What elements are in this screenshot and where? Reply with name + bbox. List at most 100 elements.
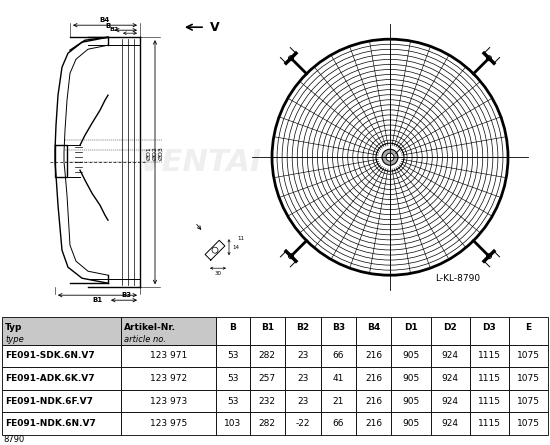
- Text: 14: 14: [232, 245, 239, 250]
- Text: 123 973: 123 973: [150, 396, 187, 405]
- Bar: [250, 390, 285, 413]
- Text: 924: 924: [442, 419, 459, 428]
- Text: B1: B1: [92, 297, 102, 303]
- Circle shape: [376, 143, 404, 171]
- Text: 257: 257: [259, 374, 276, 383]
- Bar: [121, 413, 216, 435]
- Text: 216: 216: [365, 419, 382, 428]
- Bar: [509, 316, 548, 344]
- Bar: [216, 316, 250, 344]
- Text: L-KL-8790: L-KL-8790: [435, 274, 480, 283]
- Text: B2: B2: [296, 323, 310, 332]
- Bar: [470, 316, 509, 344]
- Bar: [431, 367, 470, 390]
- Text: B3: B3: [332, 323, 345, 332]
- Bar: [509, 413, 548, 435]
- Text: ØD1: ØD1: [147, 146, 152, 160]
- Text: FE091-SDK.6N.V7: FE091-SDK.6N.V7: [5, 351, 95, 360]
- Text: 282: 282: [259, 419, 276, 428]
- Bar: [356, 413, 392, 435]
- Bar: [2, 390, 121, 413]
- Text: 216: 216: [365, 396, 382, 405]
- Text: B2: B2: [110, 27, 119, 32]
- Bar: [216, 344, 250, 367]
- Circle shape: [382, 149, 398, 165]
- Text: B4: B4: [100, 17, 110, 23]
- Bar: [431, 413, 470, 435]
- Text: 23: 23: [297, 396, 309, 405]
- Circle shape: [386, 153, 394, 161]
- Bar: [2, 367, 121, 390]
- Text: B: B: [106, 23, 111, 28]
- Bar: [250, 316, 285, 344]
- Text: 53: 53: [227, 396, 239, 405]
- Bar: [250, 344, 285, 367]
- Bar: [509, 344, 548, 367]
- Circle shape: [212, 247, 218, 253]
- Text: Typ: Typ: [5, 323, 23, 332]
- Bar: [285, 390, 321, 413]
- Bar: [285, 316, 321, 344]
- Bar: [250, 413, 285, 435]
- Text: 30: 30: [214, 271, 222, 276]
- Text: 23: 23: [297, 351, 309, 360]
- Text: VENTAI: VENTAI: [138, 148, 262, 177]
- Circle shape: [289, 254, 294, 259]
- Bar: [431, 344, 470, 367]
- Bar: [121, 344, 216, 367]
- Bar: [321, 316, 356, 344]
- Circle shape: [289, 56, 294, 61]
- Bar: [392, 390, 431, 413]
- Text: 282: 282: [259, 351, 276, 360]
- Text: 66: 66: [333, 419, 344, 428]
- Text: -22: -22: [295, 419, 310, 428]
- Bar: [285, 344, 321, 367]
- Text: 1075: 1075: [517, 396, 540, 405]
- Text: Artikel-Nr.: Artikel-Nr.: [124, 323, 176, 332]
- Text: 216: 216: [365, 351, 382, 360]
- Text: B3: B3: [121, 292, 131, 298]
- Circle shape: [487, 56, 492, 61]
- Bar: [216, 390, 250, 413]
- Text: article no.: article no.: [124, 335, 166, 344]
- Text: 21: 21: [333, 396, 344, 405]
- Bar: [2, 316, 121, 344]
- Text: ØD2: ØD2: [153, 146, 158, 160]
- Text: 1075: 1075: [517, 351, 540, 360]
- Bar: [250, 367, 285, 390]
- Text: 924: 924: [442, 351, 459, 360]
- Text: D3: D3: [482, 323, 496, 332]
- Bar: [356, 390, 392, 413]
- Text: B4: B4: [367, 323, 381, 332]
- Bar: [392, 413, 431, 435]
- Text: D2: D2: [443, 323, 457, 332]
- Bar: [470, 390, 509, 413]
- Text: 905: 905: [403, 419, 420, 428]
- Bar: [509, 367, 548, 390]
- Text: 1075: 1075: [517, 374, 540, 383]
- Bar: [321, 413, 356, 435]
- Bar: [470, 413, 509, 435]
- Text: 23: 23: [297, 374, 309, 383]
- Bar: [392, 316, 431, 344]
- Text: 123 972: 123 972: [150, 374, 187, 383]
- Bar: [431, 316, 470, 344]
- Bar: [121, 390, 216, 413]
- Bar: [356, 316, 392, 344]
- Text: 905: 905: [403, 351, 420, 360]
- Bar: [356, 344, 392, 367]
- Polygon shape: [205, 240, 225, 260]
- Bar: [470, 367, 509, 390]
- Text: E: E: [525, 323, 531, 332]
- Text: 8790: 8790: [3, 436, 24, 445]
- Text: 53: 53: [227, 351, 239, 360]
- Bar: [321, 390, 356, 413]
- Text: FE091-ADK.6K.V7: FE091-ADK.6K.V7: [5, 374, 95, 383]
- Text: type: type: [5, 335, 24, 344]
- Bar: [509, 390, 548, 413]
- Bar: [216, 413, 250, 435]
- Circle shape: [487, 254, 492, 259]
- Text: ØD3: ØD3: [159, 146, 164, 160]
- Bar: [2, 413, 121, 435]
- Bar: [392, 367, 431, 390]
